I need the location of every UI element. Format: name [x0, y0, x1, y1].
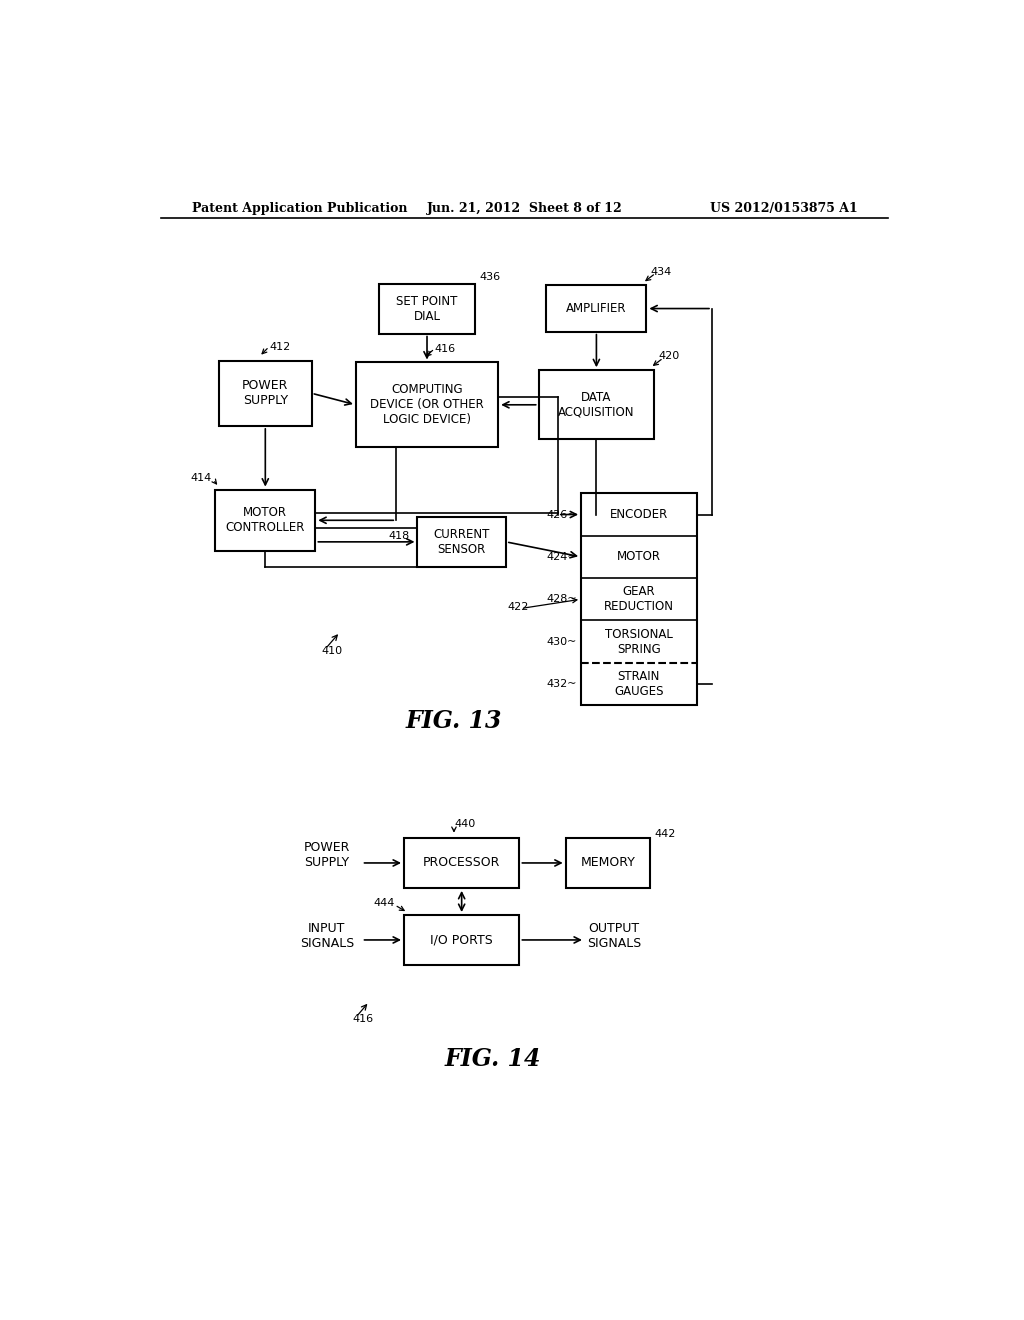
- Text: MEMORY: MEMORY: [581, 857, 636, 870]
- Bar: [215, 490, 315, 552]
- Text: 416: 416: [435, 343, 456, 354]
- Bar: [565, 838, 650, 888]
- Bar: [547, 285, 646, 331]
- Bar: [355, 363, 499, 447]
- Text: COMPUTING
DEVICE (OR OTHER
LOGIC DEVICE): COMPUTING DEVICE (OR OTHER LOGIC DEVICE): [370, 383, 484, 426]
- Text: 442: 442: [654, 829, 676, 840]
- Text: 422: 422: [508, 602, 529, 612]
- Text: 428~: 428~: [547, 594, 578, 605]
- Bar: [581, 494, 696, 705]
- Text: AMPLIFIER: AMPLIFIER: [566, 302, 627, 315]
- Text: 426~: 426~: [547, 510, 578, 520]
- Text: SET POINT
DIAL: SET POINT DIAL: [396, 294, 458, 322]
- Text: 424~: 424~: [547, 552, 578, 562]
- Bar: [219, 360, 311, 426]
- Text: 414: 414: [190, 473, 211, 483]
- Bar: [403, 838, 519, 888]
- Text: Patent Application Publication: Patent Application Publication: [193, 202, 408, 215]
- Text: MOTOR: MOTOR: [616, 550, 660, 564]
- Text: POWER
SUPPLY: POWER SUPPLY: [304, 841, 350, 870]
- Text: CURRENT
SENSOR: CURRENT SENSOR: [433, 528, 489, 556]
- Text: 412: 412: [269, 342, 291, 351]
- Text: TORSIONAL
SPRING: TORSIONAL SPRING: [605, 627, 673, 656]
- Text: 420: 420: [658, 351, 679, 362]
- Text: 434: 434: [650, 267, 672, 277]
- Text: INPUT
SIGNALS: INPUT SIGNALS: [300, 923, 354, 950]
- Text: 418: 418: [388, 531, 410, 541]
- Text: GEAR
REDUCTION: GEAR REDUCTION: [604, 585, 674, 614]
- Text: OUTPUT
SIGNALS: OUTPUT SIGNALS: [587, 923, 641, 950]
- Text: US 2012/0153875 A1: US 2012/0153875 A1: [710, 202, 857, 215]
- Text: MOTOR
CONTROLLER: MOTOR CONTROLLER: [225, 507, 305, 535]
- Text: 444: 444: [373, 899, 394, 908]
- Text: Jun. 21, 2012  Sheet 8 of 12: Jun. 21, 2012 Sheet 8 of 12: [427, 202, 623, 215]
- Text: 440: 440: [454, 820, 475, 829]
- Text: 432~: 432~: [547, 678, 578, 689]
- Text: 410: 410: [322, 647, 343, 656]
- Bar: [403, 915, 519, 965]
- Text: POWER
SUPPLY: POWER SUPPLY: [242, 379, 289, 408]
- Text: 436: 436: [479, 272, 500, 282]
- Bar: [418, 517, 506, 566]
- Text: DATA
ACQUISITION: DATA ACQUISITION: [558, 391, 635, 418]
- Bar: [539, 370, 654, 440]
- Text: PROCESSOR: PROCESSOR: [423, 857, 501, 870]
- Text: I/O PORTS: I/O PORTS: [430, 933, 493, 946]
- Text: 430~: 430~: [547, 636, 578, 647]
- Text: FIG. 14: FIG. 14: [444, 1047, 541, 1072]
- Text: STRAIN
GAUGES: STRAIN GAUGES: [614, 671, 664, 698]
- Bar: [379, 284, 475, 334]
- Text: FIG. 13: FIG. 13: [406, 709, 502, 733]
- Text: 416: 416: [352, 1014, 374, 1024]
- Text: ENCODER: ENCODER: [609, 508, 668, 521]
